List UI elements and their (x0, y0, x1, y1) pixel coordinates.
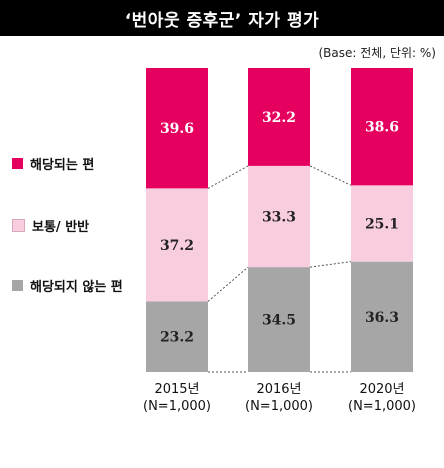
bar-segment-2016년-0 (248, 267, 310, 372)
bar-segment-2015년-2 (146, 68, 208, 189)
x-tick-label: 2020년 (N=1,000) (348, 382, 416, 414)
bar-segment-2015년-0 (146, 301, 208, 372)
connector-line (309, 165, 352, 186)
unit-note: (Base: 전체, 단위: %) (318, 46, 437, 60)
bar-segment-2016년-1 (248, 165, 310, 268)
legend-label: 해당되지 않는 편 (30, 280, 123, 295)
data-label: 39.6 (160, 121, 194, 137)
connector-line (207, 165, 249, 189)
bar-segment-2020년-1 (351, 185, 413, 262)
legend-item: 보통/ 반반 (12, 216, 89, 235)
connector-line (309, 261, 352, 268)
bar-segment-2015년-1 (146, 188, 208, 302)
legend-item: 해당되는 편 (12, 154, 94, 173)
x-tick-label: 2016년 (N=1,000) (245, 382, 313, 414)
legend-label: 보통/ 반반 (32, 220, 90, 235)
data-label: 36.3 (365, 310, 399, 326)
data-label: 23.2 (160, 330, 194, 346)
data-label: 32.2 (262, 110, 296, 126)
legend-swatch (12, 158, 23, 169)
data-label: 33.3 (262, 210, 296, 226)
bar-segment-2016년-2 (248, 68, 310, 166)
legend-item: 해당되지 않는 편 (12, 276, 123, 295)
legend-swatch (12, 219, 25, 232)
data-label: 25.1 (365, 216, 399, 232)
data-label: 37.2 (160, 238, 194, 254)
data-label: 34.5 (262, 313, 296, 329)
chart-title: ‘번아웃 증후군’ 자가 평가 (0, 0, 444, 36)
bar-segment-2020년-2 (351, 68, 413, 186)
x-tick-label: 2015년 (N=1,000) (143, 382, 211, 414)
connector-line (207, 266, 249, 302)
data-label: 38.6 (365, 120, 399, 136)
legend-swatch (12, 280, 23, 291)
bar-segment-2020년-0 (351, 261, 413, 372)
legend-label: 해당되는 편 (30, 158, 95, 173)
